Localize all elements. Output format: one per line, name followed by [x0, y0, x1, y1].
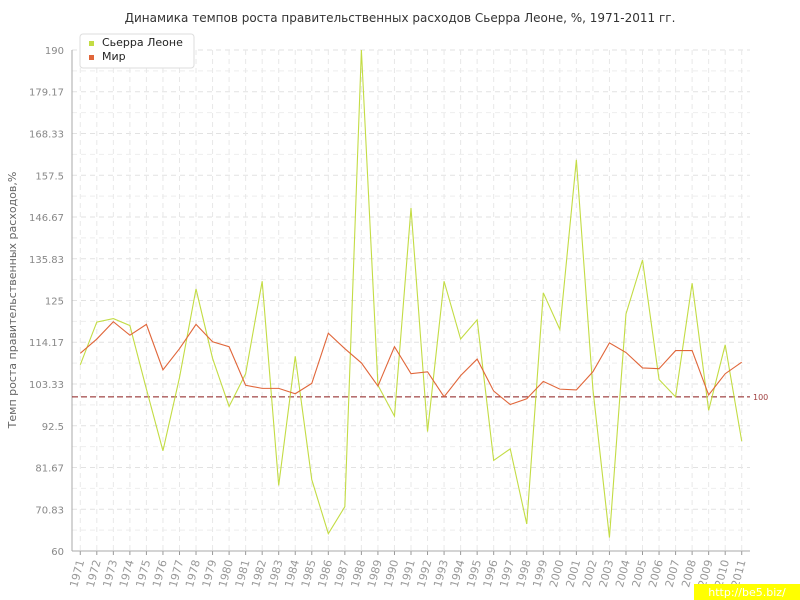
y-tick-label: 190 — [45, 46, 64, 57]
y-tick-label: 157.5 — [35, 171, 64, 182]
y-axis-label: Темп роста правительственных расходов,% — [6, 172, 19, 430]
reference-line-label: 100 — [753, 393, 768, 402]
y-tick-label: 179.17 — [29, 88, 64, 99]
y-tick-label: 125 — [45, 297, 64, 308]
legend-swatch-2 — [89, 55, 94, 60]
y-tick-label: 70.83 — [35, 505, 64, 516]
series-line-2 — [79, 320, 743, 406]
watermark: http://be5.biz/ — [694, 584, 800, 600]
y-tick-label: 146.67 — [29, 213, 64, 224]
y-tick-label: 60 — [51, 547, 64, 558]
y-axis-ticks: 60 70.83 81.67 92.5 103.33 114.17 125 135.83 146… — [29, 46, 64, 558]
series-lines — [79, 49, 743, 538]
y-tick-label: 114.17 — [29, 338, 64, 349]
reference-line: 100 — [72, 393, 768, 402]
legend-swatch-1 — [89, 41, 94, 46]
y-tick-label: 81.67 — [35, 463, 64, 474]
series-line-1 — [79, 49, 743, 538]
legend-box — [79, 33, 195, 69]
legend-label-1: Сьерра Леоне — [102, 36, 183, 49]
x-axis-ticks: 1971197219731974197519761977197819791980… — [67, 551, 749, 589]
y-tick-label: 103.33 — [29, 380, 64, 391]
grid — [72, 49, 750, 552]
watermark-text: http://be5.biz/ — [708, 586, 786, 599]
chart-title: Динамика темпов роста правительственных … — [125, 11, 676, 25]
legend-label-2: Мир — [102, 50, 126, 63]
axes — [71, 50, 750, 552]
y-tick-label: 135.83 — [29, 255, 64, 266]
y-tick-label: 168.33 — [29, 130, 64, 141]
y-tick-label: 92.5 — [42, 422, 64, 433]
